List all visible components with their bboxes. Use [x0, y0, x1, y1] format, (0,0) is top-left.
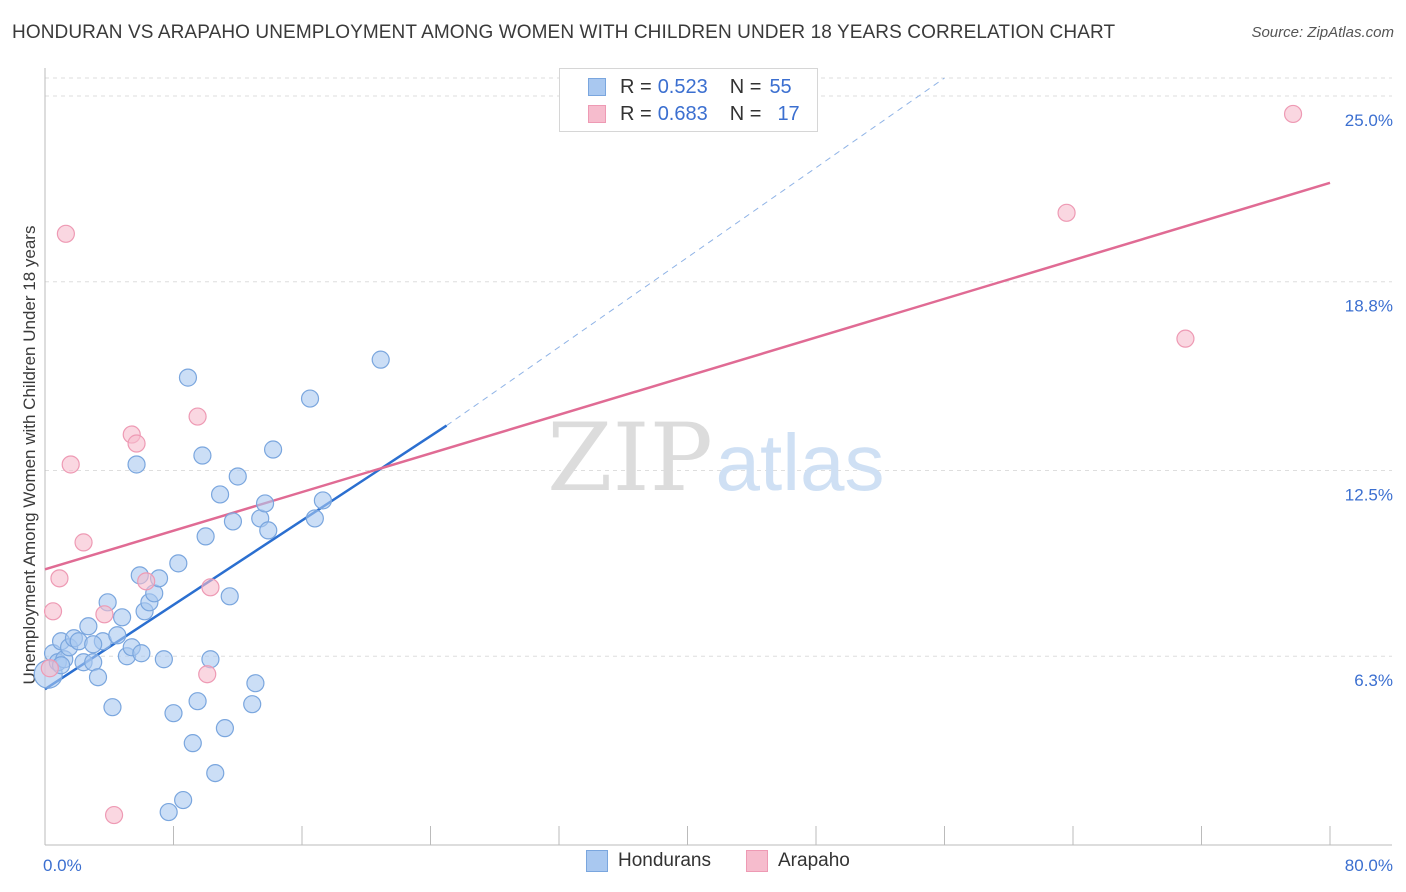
legend-label-hondurans: Hondurans [618, 850, 711, 871]
y-tick-label: 18.8% [1345, 297, 1393, 316]
legend-n-value: 55 [769, 75, 792, 98]
chart-title: HONDURAN VS ARAPAHO UNEMPLOYMENT AMONG W… [12, 22, 1116, 43]
legend-item-arapaho: Arapaho [746, 850, 850, 872]
legend-r-value: 0.523 [657, 75, 708, 98]
hondurans-point [196, 527, 215, 546]
watermark-zip: ZIP [547, 404, 713, 513]
legend-swatch-arapaho [588, 105, 606, 123]
hondurans-point [255, 494, 275, 513]
tick-labels: 6.3% 12.5% 18.8% 25.0% 0.0% 80.0% [43, 111, 1393, 875]
arapaho-point [61, 455, 80, 474]
arapaho-point [188, 407, 207, 426]
arapaho-point [104, 805, 124, 825]
hondurans-point [371, 350, 390, 369]
watermark: ZIP atlas [547, 404, 884, 513]
hondurans-point [215, 719, 234, 738]
arapaho-point [198, 665, 217, 684]
hondurans-point [84, 635, 103, 654]
legend-r-label: R = [620, 102, 652, 125]
legend-swatch-arapaho [746, 850, 768, 872]
hondurans-point [174, 790, 193, 810]
hondurans-point [210, 485, 230, 504]
hondurans-point [178, 368, 198, 387]
arapaho-point [1176, 329, 1195, 348]
arapaho-point [56, 224, 75, 243]
hondurans-point [127, 455, 146, 474]
arapaho-point [1283, 104, 1303, 124]
legend-item-hondurans: Hondurans [586, 850, 711, 872]
hondurans-point [206, 763, 225, 783]
hondurans-point [132, 644, 151, 663]
hondurans-point [108, 626, 127, 645]
hondurans-point [112, 608, 132, 627]
hondurans-trendline-extension [446, 77, 945, 426]
hondurans-point [183, 734, 202, 753]
hondurans-point [220, 587, 239, 606]
arapaho-point [127, 434, 146, 453]
y-tick-label: 12.5% [1345, 485, 1393, 504]
y-tick-label: 6.3% [1354, 671, 1393, 690]
hondurans-point [228, 467, 247, 486]
y-tick-label: 25.0% [1345, 111, 1393, 130]
legend-r-value: 0.683 [657, 102, 708, 125]
arapaho-point [50, 569, 69, 588]
x-tick-label: 80.0% [1345, 856, 1393, 875]
legend-n-label: N = [729, 102, 762, 125]
correlation-legend: R = 0.523 N = 55 R = 0.683 N = 17 [559, 68, 818, 132]
hondurans-point [159, 802, 178, 822]
hondurans-point [305, 509, 324, 528]
hondurans-point [103, 698, 122, 717]
legend-label-arapaho: Arapaho [778, 850, 850, 871]
hondurans-point [246, 674, 265, 693]
arapaho-point [201, 578, 220, 597]
hondurans-point [193, 446, 212, 465]
legend-r-label: R = [620, 75, 652, 98]
arapaho-point [40, 659, 59, 678]
arapaho-point [137, 572, 156, 591]
arapaho-point [74, 533, 93, 552]
watermark-atlas: atlas [716, 418, 885, 507]
hondurans-point [84, 653, 103, 672]
hondurans-point [88, 668, 108, 687]
hondurans-point [188, 692, 207, 711]
arapaho-point [1057, 203, 1076, 222]
hondurans-point [223, 512, 243, 531]
x-tick-label: 0.0% [43, 856, 82, 875]
legend-row-arapaho: R = 0.683 N = 17 [588, 102, 800, 126]
hondurans-point [154, 650, 173, 669]
hondurans-point [243, 695, 262, 714]
legend-swatch-hondurans [588, 78, 606, 96]
hondurans-point [313, 491, 332, 510]
legend-swatch-hondurans [586, 850, 608, 872]
source-label: Source: ZipAtlas.com [1251, 24, 1394, 41]
legend-n-value: 17 [777, 102, 800, 125]
arapaho-point [43, 602, 63, 621]
legend-row-hondurans: R = 0.523 N = 55 [588, 75, 792, 99]
hondurans-point [263, 440, 283, 459]
legend-n-label: N = [729, 75, 762, 98]
hondurans-point [164, 704, 183, 723]
hondurans-point [201, 650, 220, 669]
axis-layer [44, 68, 1392, 846]
hondurans-point [169, 554, 188, 573]
data-points [33, 104, 1303, 825]
hondurans-point [79, 617, 98, 636]
arapaho-point [95, 605, 114, 624]
hondurans-point [259, 521, 278, 540]
hondurans-point [300, 389, 320, 408]
